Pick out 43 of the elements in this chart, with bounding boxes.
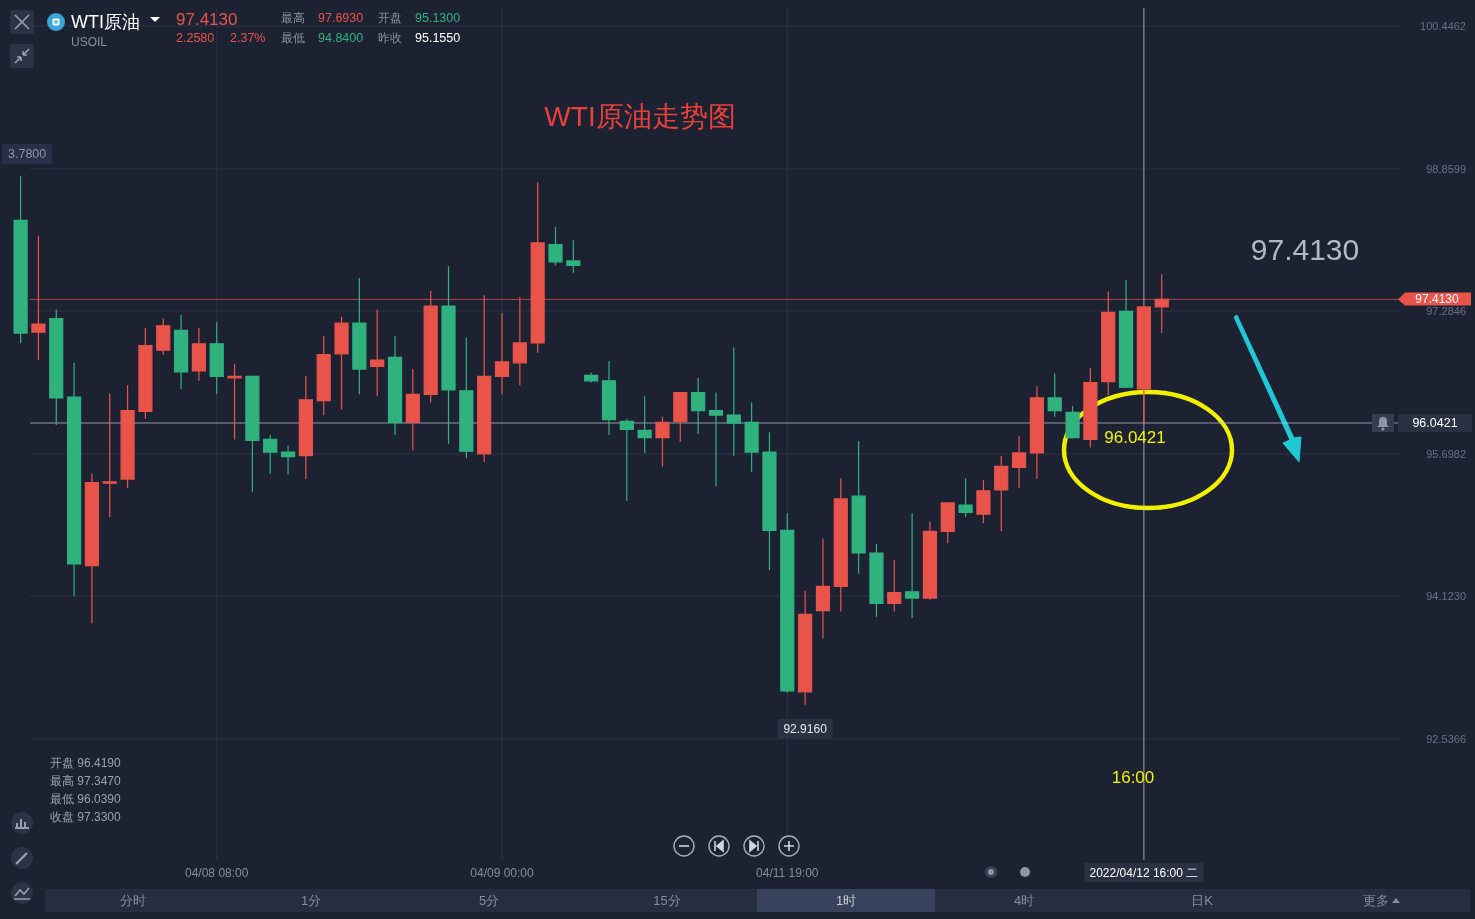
- annotation: USOIL: [71, 35, 108, 49]
- y-tick-label: 95.6982: [1426, 448, 1466, 460]
- text: 分时: [120, 893, 146, 908]
- x-tick-label: 2022/04/12 16:00 二: [1089, 866, 1199, 880]
- text: 1时: [835, 893, 857, 908]
- text: WTI原油走势图: [544, 101, 736, 132]
- y-tick-label: 94.1230: [1426, 590, 1466, 602]
- annotation: 开盘 96.4190: [50, 756, 122, 770]
- text: 日K: [1191, 893, 1214, 908]
- x-tick-label: 04/11 19:00: [756, 866, 819, 880]
- text: 5分: [478, 893, 500, 908]
- annotation: 94.8400: [318, 31, 364, 45]
- annotation: 97.4130: [176, 10, 238, 29]
- x-tick-label: 04/09 00:00: [470, 866, 535, 880]
- annotation: 92.9160: [783, 722, 828, 737]
- annotation: 95.1550: [415, 31, 461, 45]
- text: 15分: [653, 893, 681, 908]
- annotation: 2.2580: [176, 31, 215, 45]
- annotation: 开盘: [378, 11, 402, 25]
- annotation: 97.6930: [318, 11, 364, 25]
- text: 4时: [1013, 893, 1035, 908]
- y-tick-label: 97.2846: [1426, 305, 1466, 317]
- y-tick-label: 92.5366: [1426, 733, 1466, 745]
- x-tick-label: 04/08 08:00: [185, 866, 249, 880]
- y-tick-label: 98.8599: [1426, 163, 1466, 175]
- annotation: 最高 97.3470: [50, 774, 122, 788]
- annotation: 最高: [281, 11, 305, 25]
- ref-line-label: 97.4130: [1415, 291, 1460, 306]
- annotation: 2.37%: [230, 31, 266, 45]
- annotation: 昨收: [378, 31, 402, 45]
- annotation: WTI原油: [71, 12, 140, 32]
- annotation: 16:00: [1111, 768, 1155, 787]
- text: 更多: [1363, 893, 1389, 908]
- annotation: 96.0421: [1104, 428, 1166, 447]
- annotation: 95.1300: [415, 11, 461, 25]
- ref-line-label: 96.0421: [1412, 416, 1458, 431]
- annotation: 最低: [281, 31, 305, 45]
- text: 1分: [300, 893, 322, 908]
- annotation: 97.4130: [1250, 233, 1360, 266]
- annotation: 3.7800: [8, 147, 47, 161]
- y-tick-label: 100.4462: [1420, 20, 1466, 32]
- annotation: 收盘 97.3300: [50, 810, 122, 824]
- annotation: 最低 96.0390: [50, 792, 122, 806]
